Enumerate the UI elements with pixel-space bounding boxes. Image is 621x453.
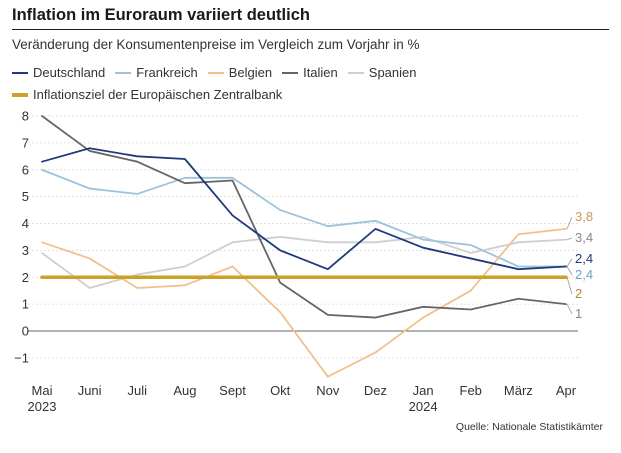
legend-swatch xyxy=(282,71,299,74)
y-tick-label: 4 xyxy=(22,216,29,231)
x-tick-label: Juli xyxy=(128,383,148,398)
legend-label: Spanien xyxy=(368,65,417,80)
legend-item: Deutschland xyxy=(12,62,105,84)
source-note: Quelle: Nationale Statistikämter xyxy=(455,421,603,433)
legend-swatch xyxy=(347,71,364,74)
y-tick-label: 2 xyxy=(22,270,29,285)
chart-title: Inflation im Euroraum variiert deutlich xyxy=(12,6,310,24)
y-tick-label: 8 xyxy=(22,109,29,124)
x-year-label: 2024 xyxy=(409,399,438,414)
legend-item: Italien xyxy=(282,62,338,84)
legend-label: Deutschland xyxy=(33,65,106,80)
legend-label: Italien xyxy=(303,65,338,80)
x-tick-label: Jan xyxy=(413,383,434,398)
x-tick-label: März xyxy=(504,383,533,398)
x-tick-label: Nov xyxy=(316,383,340,398)
legend-item: Frankreich xyxy=(115,62,198,84)
end-value-label: 3,4 xyxy=(575,230,593,245)
series-line xyxy=(41,168,567,268)
legend-label: Frankreich xyxy=(136,65,198,80)
y-tick-label: 0 xyxy=(22,324,29,339)
title-divider xyxy=(12,29,609,30)
series-line xyxy=(41,147,567,271)
end-label-leader xyxy=(566,303,573,315)
end-value-label: 1 xyxy=(575,306,582,321)
series-line xyxy=(41,227,567,378)
x-tick-label: Aug xyxy=(173,383,196,398)
end-label-leader xyxy=(566,258,573,267)
y-tick-label: 6 xyxy=(22,162,29,177)
x-tick-label: Juni xyxy=(78,383,102,398)
legend-label: Belgien xyxy=(228,65,273,80)
end-label-leader xyxy=(566,277,573,295)
x-tick-label: Apr xyxy=(556,383,577,398)
x-tick-label: Okt xyxy=(270,383,291,398)
end-label-leader xyxy=(566,237,573,241)
legend-label: Inflationsziel der Europäischen Zentralb… xyxy=(33,87,283,102)
legend-swatch xyxy=(207,71,224,74)
series-line xyxy=(41,115,567,319)
chart-subtitle: Veränderung der Konsumentenpreise im Ver… xyxy=(12,37,420,52)
end-value-label: 2,4 xyxy=(575,267,593,282)
x-year-label: 2023 xyxy=(28,399,57,414)
legend-swatch xyxy=(12,92,28,97)
end-label-leader xyxy=(566,266,573,276)
y-tick-label: 1 xyxy=(22,297,29,312)
legend-swatch xyxy=(12,71,28,74)
end-value-label: 3,8 xyxy=(575,209,593,224)
chart-legend: Deutschland Frankreich Belgien Italien Spani… xyxy=(12,62,572,106)
x-tick-label: Dez xyxy=(364,383,387,398)
x-tick-label: Sept xyxy=(219,383,246,398)
legend-swatch xyxy=(115,71,132,74)
end-label-leader xyxy=(566,216,573,230)
legend-item: Belgien xyxy=(207,62,273,84)
y-tick-label: −1 xyxy=(14,350,29,365)
end-value-label: 2,4 xyxy=(575,251,593,266)
y-tick-label: 7 xyxy=(22,135,29,150)
y-tick-label: 3 xyxy=(22,243,29,258)
end-value-label: 2 xyxy=(575,286,582,301)
x-tick-label: Feb xyxy=(460,383,482,398)
y-tick-label: 5 xyxy=(22,189,29,204)
legend-item: Spanien xyxy=(347,62,417,84)
x-tick-label: Mai xyxy=(32,383,53,398)
legend-item: Inflationsziel der Europäischen Zentralb… xyxy=(12,84,282,106)
